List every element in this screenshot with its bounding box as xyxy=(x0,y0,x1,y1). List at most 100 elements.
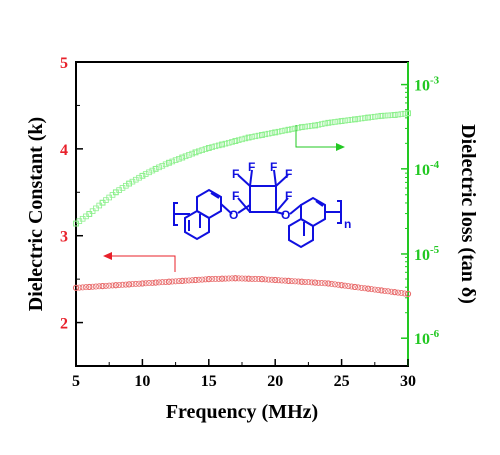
marker-fill xyxy=(249,134,255,140)
marker-fill xyxy=(142,280,149,287)
marker-fill xyxy=(136,174,142,181)
marker-fill xyxy=(175,278,182,285)
marker-fill xyxy=(179,154,186,161)
marker-fill xyxy=(215,142,222,149)
marker-fill xyxy=(275,128,282,135)
oxygen-right-label: O xyxy=(281,208,290,222)
marker-fill xyxy=(391,289,398,296)
left-naphthalene-bottom-ring xyxy=(184,209,210,241)
marker-fill xyxy=(139,172,146,179)
y2-tick-label: 10-5 xyxy=(414,244,440,264)
marker-fill xyxy=(321,280,328,287)
marker-fill xyxy=(398,111,405,117)
marker-fill xyxy=(348,116,355,123)
x-tick-label: 5 xyxy=(72,373,80,390)
marker-fill xyxy=(156,164,162,171)
marker-fill xyxy=(96,283,103,290)
marker-fill xyxy=(322,120,328,127)
marker-fill xyxy=(146,169,152,176)
y-axis-ticks: 2 3 4 5 xyxy=(60,55,83,367)
y-axis-title: Dielectric Constant (k) xyxy=(25,117,47,311)
series-dielectric-constant xyxy=(72,275,412,298)
marker-fill xyxy=(129,281,136,288)
marker-fill xyxy=(275,277,282,284)
marker-fill xyxy=(252,275,259,282)
y2-tick-label: 10-4 xyxy=(414,159,440,179)
marker-fill xyxy=(222,140,229,147)
marker-fill xyxy=(312,279,319,286)
marker-fill xyxy=(282,277,289,284)
y2-tick-label: 10-3 xyxy=(414,75,440,95)
marker-fill xyxy=(242,275,249,282)
marker-fill xyxy=(345,117,352,123)
marker-fill xyxy=(305,279,312,286)
marker-fill xyxy=(79,284,86,291)
marker-fill xyxy=(149,167,156,174)
marker-fill xyxy=(185,277,192,284)
marker-fill xyxy=(235,137,242,143)
marker-fill xyxy=(192,149,199,156)
marker-fill xyxy=(209,144,215,150)
marker-fill xyxy=(318,280,325,287)
marker-fill xyxy=(315,279,322,286)
marker-fill xyxy=(262,276,269,283)
y-tick-label: 3 xyxy=(60,229,68,246)
marker-fill xyxy=(186,152,192,158)
marker-fill xyxy=(229,139,235,145)
marker-fill xyxy=(202,276,209,283)
right-naphthalene-bottom-ring xyxy=(288,217,314,249)
marker-fill xyxy=(335,118,342,125)
marker-fill xyxy=(122,281,129,288)
fluorine-label-3: F xyxy=(270,160,277,174)
marker-fill xyxy=(196,148,202,155)
marker-fill xyxy=(205,276,212,283)
marker-fill xyxy=(375,286,382,293)
marker-fill xyxy=(129,178,136,185)
marker-fill xyxy=(169,278,176,285)
marker-fill xyxy=(268,276,275,283)
marker-fill xyxy=(189,277,196,284)
marker-fill xyxy=(298,124,305,130)
marker-fill xyxy=(308,123,315,129)
marker-fill xyxy=(325,120,332,126)
series-dielectric-loss xyxy=(73,110,411,227)
marker-fill xyxy=(348,283,355,290)
marker-fill xyxy=(404,290,411,297)
marker-fill xyxy=(222,275,229,282)
y-tick-label: 5 xyxy=(60,55,68,72)
marker-fill xyxy=(86,211,93,217)
marker-fill xyxy=(315,121,322,128)
y-tick-label: 4 xyxy=(60,142,68,159)
marker-fill xyxy=(262,131,269,138)
marker-fill xyxy=(159,162,166,169)
x-axis-ticks: 5 10 15 20 25 30 xyxy=(72,359,416,390)
marker-fill xyxy=(302,278,309,285)
marker-fill xyxy=(259,132,265,138)
marker-fill xyxy=(245,275,252,282)
y2-tick-label: 10-6 xyxy=(414,328,440,348)
marker-fill xyxy=(358,115,365,122)
marker-fill xyxy=(192,277,199,284)
marker-fill xyxy=(265,276,272,283)
marker-fill xyxy=(232,275,239,282)
fluorine-label-1: F xyxy=(232,167,239,181)
marker-fill xyxy=(252,133,259,140)
marker-fill xyxy=(102,282,109,289)
oxygen-left-label: O xyxy=(229,208,238,222)
marker-fill xyxy=(388,112,395,119)
marker-fill xyxy=(89,283,96,290)
marker-fill xyxy=(288,126,295,132)
marker-fill xyxy=(99,283,106,290)
marker-fill xyxy=(302,123,308,130)
marker-fill xyxy=(92,283,99,290)
marker-fill xyxy=(162,278,169,285)
marker-fill xyxy=(238,275,245,282)
marker-fill xyxy=(368,286,375,293)
marker-fill xyxy=(76,284,83,291)
marker-fill xyxy=(248,275,255,282)
marker-fill xyxy=(279,128,285,134)
marker-fill xyxy=(136,280,143,287)
marker-fill xyxy=(189,150,196,157)
marker-fill xyxy=(361,285,368,292)
